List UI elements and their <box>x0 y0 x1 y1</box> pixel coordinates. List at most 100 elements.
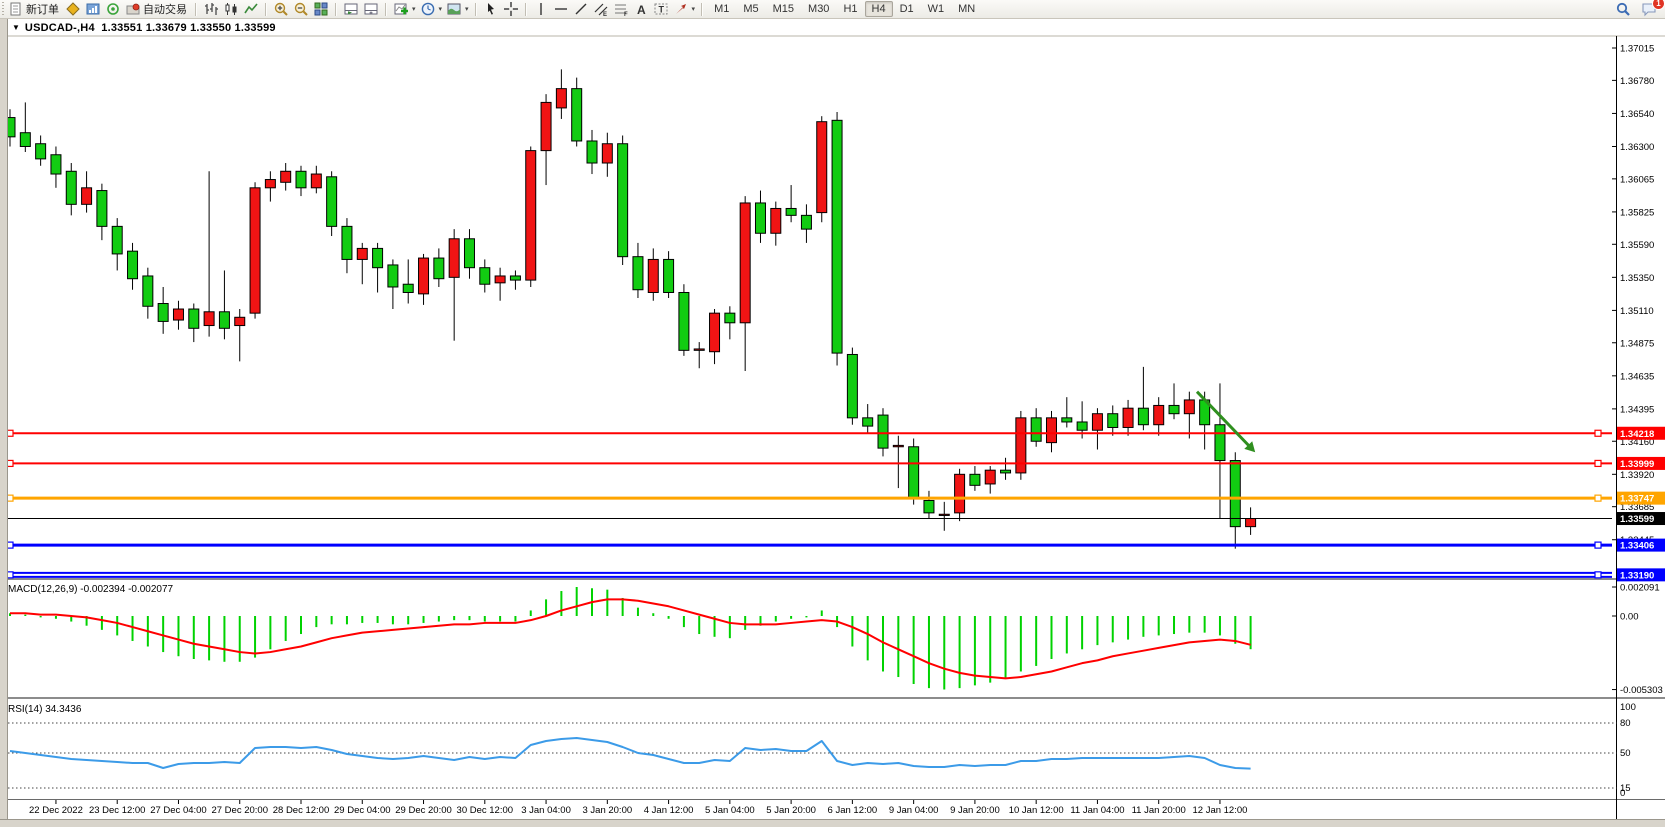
template-button[interactable]: ▾ <box>444 1 471 18</box>
trend-arrow-annotation[interactable] <box>1195 390 1256 453</box>
svg-text:A: A <box>637 3 646 17</box>
fibonacci-button[interactable]: F <box>611 1 631 18</box>
svg-text:23 Dec 12:00: 23 Dec 12:00 <box>89 805 146 816</box>
svg-text:1.35590: 1.35590 <box>1620 240 1654 251</box>
chart-shift-button[interactable] <box>361 1 381 18</box>
add-indicator-button[interactable]: ▾ <box>391 1 418 18</box>
top-toolbar: 新订单 自动交易 ▾ ▾ ▾ E F A T ▾ M1 M5 M15 M30 H1 H4 D1 W1 MN 1 <box>0 0 1665 19</box>
signal-icon <box>107 3 119 15</box>
search-button[interactable] <box>1613 1 1633 18</box>
horizontal-line-1.33406[interactable]: 1.33406 <box>6 538 1665 552</box>
history-center-button[interactable] <box>63 1 83 18</box>
line-chart-button[interactable] <box>241 1 261 18</box>
svg-text:3 Jan 04:00: 3 Jan 04:00 <box>521 805 571 816</box>
blue-box-icon <box>86 3 100 15</box>
vertical-line-button[interactable] <box>531 1 551 18</box>
timeframe-button-w1[interactable]: W1 <box>927 3 945 15</box>
horizontal-line-1.34218[interactable]: 1.34218 <box>6 426 1665 440</box>
svg-text:1.33406: 1.33406 <box>1620 541 1654 552</box>
current-price-line: 1.33599 <box>8 512 1665 526</box>
text-label-button[interactable]: T <box>651 1 671 18</box>
svg-text:1.33190: 1.33190 <box>1620 570 1654 581</box>
svg-text:1.34635: 1.34635 <box>1620 371 1654 382</box>
svg-text:11 Jan 04:00: 11 Jan 04:00 <box>1070 805 1124 816</box>
svg-text:9 Jan 20:00: 9 Jan 20:00 <box>950 805 1000 816</box>
notifications-button[interactable]: 1 <box>1639 0 1665 18</box>
chevron-down-icon[interactable]: ▾ <box>691 6 696 13</box>
equidistant-channel-button[interactable]: E <box>591 1 611 18</box>
trendline-button[interactable] <box>571 1 591 18</box>
crosshair-button[interactable] <box>501 1 521 18</box>
price-axis[interactable]: 1.37015 1.36780 1.36540 1.36300 1.36065 1.358… <box>1612 44 1654 547</box>
horizontal-line-button[interactable] <box>551 1 571 18</box>
chevron-down-icon[interactable]: ▾ <box>465 6 469 13</box>
chart-symbol-period: USDCAD-,H4 <box>24 21 95 34</box>
svg-text:30 Dec 12:00: 30 Dec 12:00 <box>457 805 514 816</box>
timeframe-button-m15[interactable]: M15 <box>772 3 795 15</box>
period-button[interactable]: ▾ <box>418 1 445 18</box>
svg-text:RSI(14) 34.3436: RSI(14) 34.3436 <box>8 704 82 715</box>
auto-scroll-button[interactable] <box>341 1 361 18</box>
time-axis[interactable]: 22 Dec 2022 23 Dec 12:00 27 Dec 04:00 27 De… <box>29 800 1247 816</box>
svg-text:1.35825: 1.35825 <box>1620 207 1654 218</box>
bar-chart-button[interactable] <box>201 1 221 18</box>
line-handle[interactable] <box>1594 459 1602 468</box>
svg-text:1.33599: 1.33599 <box>1620 514 1654 525</box>
chevron-down-icon[interactable]: ▾ <box>412 6 416 13</box>
svg-text:1.36780: 1.36780 <box>1620 76 1654 87</box>
vline-icon <box>539 3 542 15</box>
horizontal-line-1.33190[interactable]: 1.33190 <box>6 568 1665 582</box>
line-handle[interactable] <box>1594 541 1602 549</box>
toolbar-grip <box>2 1 4 17</box>
timeframe-button-mn[interactable]: MN <box>958 3 976 15</box>
tile-windows-button[interactable] <box>311 1 331 18</box>
rsi-panel: RSI(14) 34.3436 100 80 50 150 <box>8 702 1636 799</box>
svg-text:1.33920: 1.33920 <box>1620 470 1654 481</box>
svg-text:5 Jan 04:00: 5 Jan 04:00 <box>705 805 755 816</box>
timeframe-button-m5[interactable]: M5 <box>743 3 759 15</box>
timeframe-button-d1[interactable]: D1 <box>899 3 914 15</box>
horizontal-line-1.33999[interactable]: 1.33999 <box>6 456 1665 470</box>
line-handle[interactable] <box>1594 494 1602 502</box>
quote-panel-toggle-icon[interactable]: ▼ <box>12 23 20 32</box>
svg-text:9 Jan 04:00: 9 Jan 04:00 <box>889 805 939 816</box>
auto-trading-button[interactable]: 自动交易 <box>123 1 191 18</box>
timeframe-button-h1[interactable]: H1 <box>843 3 858 15</box>
line-handle[interactable] <box>1594 429 1602 437</box>
candlesticks <box>4 69 1257 549</box>
svg-text:3 Jan 20:00: 3 Jan 20:00 <box>582 805 632 816</box>
svg-text:1.34160: 1.34160 <box>1620 437 1654 448</box>
svg-text:1.37015: 1.37015 <box>1620 44 1654 55</box>
new-order-button[interactable]: 新订单 <box>6 1 63 18</box>
svg-text:15: 15 <box>1620 783 1631 794</box>
svg-text:T: T <box>658 5 664 15</box>
timeframe-button-h4[interactable]: H4 <box>864 1 893 17</box>
timeframe-button-m1[interactable]: M1 <box>714 3 730 15</box>
textA-icon: A <box>637 3 646 17</box>
toolbar-separator <box>265 2 267 16</box>
signals-button[interactable] <box>103 1 123 18</box>
svg-text:0.00: 0.00 <box>1620 612 1639 623</box>
line-handle[interactable] <box>1594 571 1602 579</box>
text-button[interactable]: A <box>631 1 651 18</box>
svg-text:10 Jan 12:00: 10 Jan 12:00 <box>1009 805 1064 816</box>
svg-text:1.34875: 1.34875 <box>1620 338 1654 349</box>
cursor-button[interactable] <box>481 1 501 18</box>
svg-text:E: E <box>603 12 607 17</box>
zoom-in-button[interactable] <box>271 1 291 18</box>
horizontal-line-1.33747[interactable]: 1.33747 <box>6 491 1665 505</box>
panel1-icon <box>344 3 358 15</box>
channel-icon: E <box>594 3 607 17</box>
arrows-button[interactable]: ▾ <box>671 1 698 18</box>
candlestick-chart-button[interactable] <box>221 1 241 18</box>
svg-text:50: 50 <box>1620 748 1631 759</box>
market-watch-button[interactable] <box>83 1 103 18</box>
crosshair-icon <box>503 2 518 16</box>
macd-panel: MACD(12,26,9) -0.002394 -0.002077 0.00209… <box>8 582 1663 696</box>
svg-text:29 Dec 20:00: 29 Dec 20:00 <box>395 805 452 816</box>
zoom-out-button[interactable] <box>291 1 311 18</box>
svg-text:28 Dec 12:00: 28 Dec 12:00 <box>273 805 330 816</box>
window-bottom-border <box>0 819 1665 827</box>
chevron-down-icon[interactable]: ▾ <box>438 6 443 13</box>
timeframe-button-m30[interactable]: M30 <box>808 3 830 15</box>
